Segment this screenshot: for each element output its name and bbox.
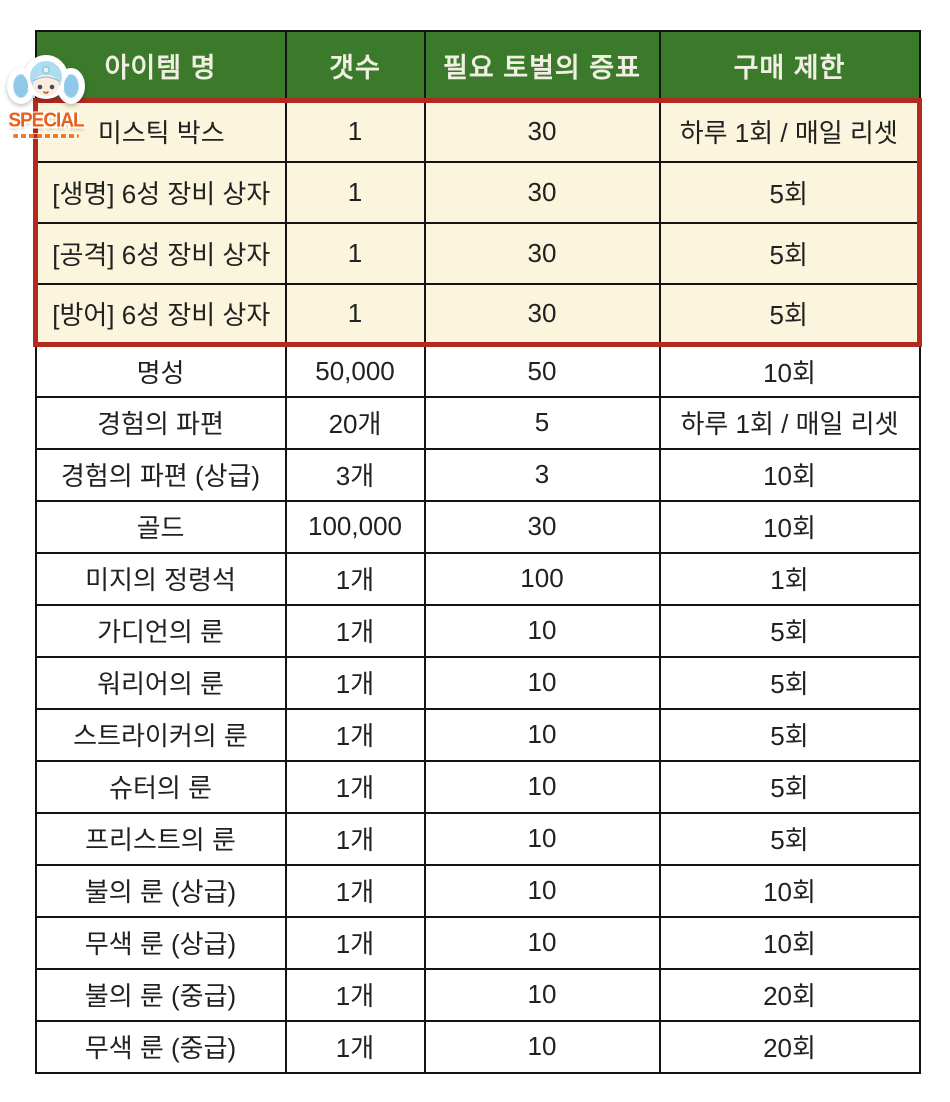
item-table-body: 미스틱 박스 1 30 하루 1회 / 매일 리셋 [생명] 6성 장비 상자 1 30 5회… [33,98,922,1074]
purchase-limit-cell: 20회 [658,1019,921,1074]
quantity-cell: 50,000 [284,343,426,398]
token-cost-cell: 10 [423,1019,661,1074]
item-name-cell: 골드 [34,499,287,554]
token-cost-cell: 10 [423,707,661,762]
table-row: 프리스트의 룬 1개 10 5회 [34,811,921,866]
purchase-limit-cell: 10회 [658,447,921,502]
quantity-cell: 1개 [284,915,426,970]
table-row: 워리어의 룬 1개 10 5회 [34,655,921,710]
token-cost-cell: 10 [423,811,661,866]
item-name-cell: 불의 룬 (상급) [34,863,287,918]
header-token-cost: 필요 토벌의 증표 [423,30,661,102]
token-cost-cell: 10 [423,915,661,970]
item-name-cell: [공격] 6성 장비 상자 [33,221,287,285]
purchase-limit-cell: 20회 [658,967,921,1022]
token-cost-cell: 5 [423,395,661,450]
token-cost-cell: 10 [423,967,661,1022]
table-row: 불의 룬 (상급) 1개 10 10회 [34,863,921,918]
table-row: 무색 룬 (상급) 1개 10 10회 [34,915,921,970]
token-cost-cell: 30 [423,160,661,224]
purchase-limit-cell: 5회 [658,160,922,224]
table-row: 슈터의 룬 1개 10 5회 [34,759,921,814]
table-row: 스트라이커의 룬 1개 10 5회 [34,707,921,762]
quantity-cell: 1개 [284,655,426,710]
quantity-cell: 1개 [284,811,426,866]
token-cost-cell: 3 [423,447,661,502]
table-row: 무색 룬 (중급) 1개 10 20회 [34,1019,921,1074]
quantity-cell: 1개 [284,863,426,918]
header-item-name: 아이템 명 [34,30,287,102]
item-name-cell: 가디언의 룬 [34,603,287,658]
quantity-cell: 1개 [284,603,426,658]
purchase-limit-cell: 5회 [658,603,921,658]
quantity-cell: 100,000 [284,499,426,554]
table-row: 명성 50,000 50 10회 [34,343,921,398]
table-row: 미스틱 박스 1 30 하루 1회 / 매일 리셋 [33,98,922,163]
purchase-limit-cell: 10회 [658,343,921,398]
purchase-limit-cell: 1회 [658,551,921,606]
quantity-cell: 1 [284,160,426,224]
table-row: 경험의 파편 20개 5 하루 1회 / 매일 리셋 [34,395,921,450]
quantity-cell: 1개 [284,1019,426,1074]
purchase-limit-cell: 하루 1회 / 매일 리셋 [658,395,921,450]
table-row: [공격] 6성 장비 상자 1 30 5회 [33,221,922,285]
purchase-limit-cell: 5회 [658,655,921,710]
item-name-cell: 불의 룬 (중급) [34,967,287,1022]
item-name-cell: 미지의 정령석 [34,551,287,606]
item-name-cell: 무색 룬 (중급) [34,1019,287,1074]
purchase-limit-cell: 5회 [658,707,921,762]
token-cost-cell: 30 [423,221,661,285]
item-name-cell: 워리어의 룬 [34,655,287,710]
table-row: 가디언의 룬 1개 10 5회 [34,603,921,658]
table-row: 경험의 파편 (상급) 3개 3 10회 [34,447,921,502]
quantity-cell: 1개 [284,967,426,1022]
header-purchase-limit: 구매 제한 [658,30,921,102]
purchase-limit-cell: 5회 [658,811,921,866]
quantity-cell: 1개 [284,551,426,606]
table-row: 골드 100,000 30 10회 [34,499,921,554]
item-shop-table: 아이템 명 갯수 필요 토벌의 증표 구매 제한 미스틱 박스 1 30 하루 1회 … [33,30,922,1074]
quantity-cell: 1 [284,98,426,163]
quantity-cell: 20개 [284,395,426,450]
token-cost-cell: 30 [423,282,661,347]
purchase-limit-cell: 5회 [658,221,922,285]
table-row: [방어] 6성 장비 상자 1 30 5회 [33,282,922,347]
quantity-cell: 1 [284,221,426,285]
table-row: 불의 룬 (중급) 1개 10 20회 [34,967,921,1022]
item-name-cell: [생명] 6성 장비 상자 [33,160,287,224]
purchase-limit-cell: 5회 [658,759,921,814]
token-cost-cell: 10 [423,759,661,814]
quantity-cell: 1개 [284,707,426,762]
token-cost-cell: 30 [423,499,661,554]
item-name-cell: 경험의 파편 [34,395,287,450]
table-header: 아이템 명 갯수 필요 토벌의 증표 구매 제한 [34,30,921,102]
item-name-cell: 경험의 파편 (상급) [34,447,287,502]
table-row: 미지의 정령석 1개 100 1회 [34,551,921,606]
item-name-cell: [방어] 6성 장비 상자 [33,282,287,347]
token-cost-cell: 10 [423,863,661,918]
token-cost-cell: 30 [423,98,661,163]
quantity-cell: 1 [284,282,426,347]
token-cost-cell: 10 [423,603,661,658]
table-row: [생명] 6성 장비 상자 1 30 5회 [33,160,922,224]
purchase-limit-cell: 10회 [658,915,921,970]
header-row: 아이템 명 갯수 필요 토벌의 증표 구매 제한 [34,30,921,102]
item-name-cell: 미스틱 박스 [33,98,287,163]
purchase-limit-cell: 10회 [658,863,921,918]
header-quantity: 갯수 [284,30,426,102]
item-name-cell: 슈터의 룬 [34,759,287,814]
token-cost-cell: 10 [423,655,661,710]
token-cost-cell: 50 [423,343,661,398]
token-cost-cell: 100 [423,551,661,606]
quantity-cell: 3개 [284,447,426,502]
purchase-limit-cell: 10회 [658,499,921,554]
item-name-cell: 무색 룬 (상급) [34,915,287,970]
quantity-cell: 1개 [284,759,426,814]
purchase-limit-cell: 5회 [658,282,922,347]
item-name-cell: 명성 [34,343,287,398]
item-name-cell: 스트라이커의 룬 [34,707,287,762]
item-name-cell: 프리스트의 룬 [34,811,287,866]
purchase-limit-cell: 하루 1회 / 매일 리셋 [658,98,922,163]
